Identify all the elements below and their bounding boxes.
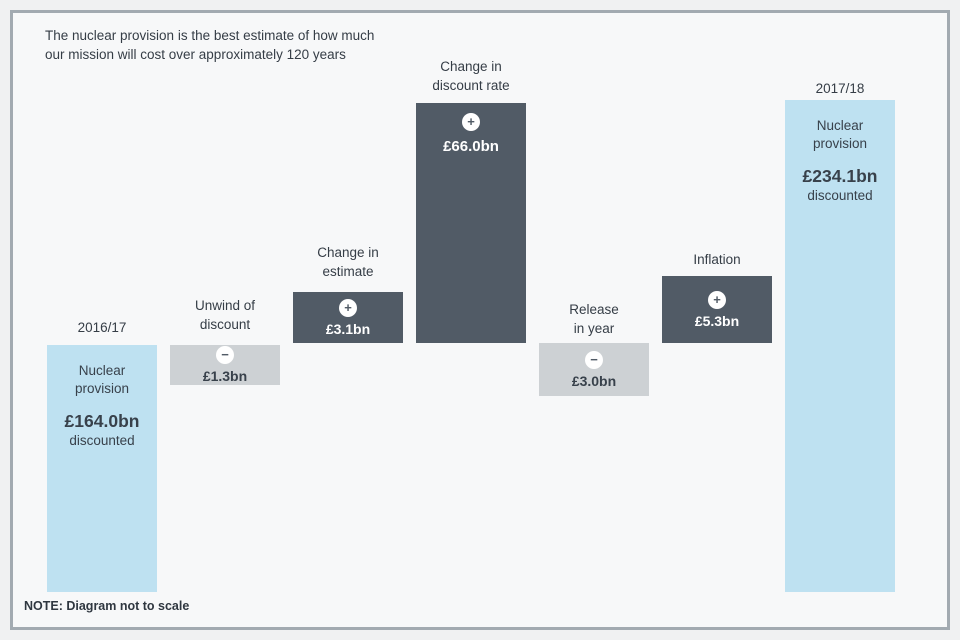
bar-2016-17-nuclear-provision: Nuclear provision £164.0bn discounted [47,345,157,592]
not-to-scale-note: NOTE: Diagram not to scale [24,599,190,613]
plus-icon: + [708,290,726,309]
bar-name: Nuclear provision [74,363,130,396]
chart-title: The nuclear provision is the best estima… [45,26,374,64]
bar-amount: £234.1bn [802,166,878,186]
label-change-in-estimate: Change in estimate [317,245,379,279]
minus-icon: − [216,346,234,364]
chart-title-line1: The nuclear provision is the best estima… [45,28,375,43]
bar-release-in-year: − £3.0bn [539,343,649,396]
label-2016-17: 2016/17 [77,320,127,335]
plus-icon: + [339,298,357,317]
bar-amount: £66.0bn [443,138,499,155]
bar-change-in-estimate: + £3.1bn [293,292,403,343]
bar-amount: £3.0bn [571,372,617,389]
bar-inflation: + £5.3bn [662,276,772,343]
bar-amount: £3.1bn [325,320,371,337]
label-2017-18: 2017/18 [815,81,865,96]
chart-title-line2: our mission will cost over approximately… [45,47,346,62]
bar-amount: £164.0bn [64,411,140,431]
bar-amount: £1.3bn [202,368,248,384]
bar-amount: £5.3bn [694,312,740,329]
bar-name: Nuclear provision [812,118,868,151]
label-release-in-year: Release in year [569,302,619,336]
bar-suffix: discounted [807,188,873,203]
bar-suffix: discounted [69,433,135,448]
bar-2017-18-nuclear-provision: Nuclear provision £234.1bn discounted [785,100,895,592]
bar-unwind-of-discount: − £1.3bn [170,345,280,385]
bar-change-in-discount-rate: + £66.0bn [416,103,526,343]
plus-icon: + [462,113,480,131]
label-unwind-of-discount: Unwind of discount [194,298,256,332]
label-change-in-discount-rate: Change in discount rate [432,59,510,93]
label-inflation: Inflation [693,252,741,267]
minus-icon: − [585,350,603,369]
